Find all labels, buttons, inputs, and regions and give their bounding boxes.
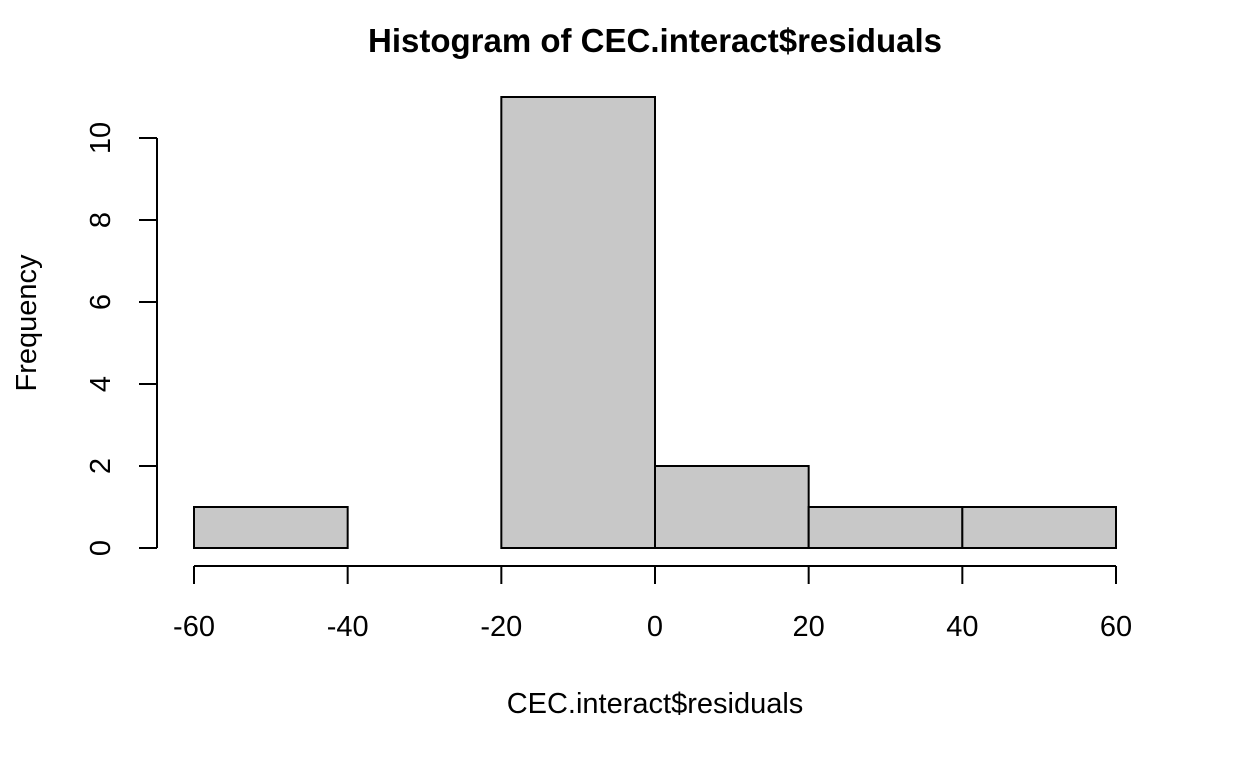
bars-group — [193, 96, 1117, 549]
y-tick-label-0: 0 — [85, 540, 117, 556]
x-axis-label: CEC.interact$residuals — [507, 688, 804, 720]
x-axis: -60 -40 -20 0 20 40 60 — [173, 565, 1132, 643]
x-tick-label-5: 40 — [946, 611, 978, 643]
histogram-bar-2 — [500, 96, 657, 549]
y-axis: 0 2 4 6 8 10 — [85, 122, 158, 556]
y-tick-label-4: 8 — [85, 212, 117, 228]
y-tick-label-3: 6 — [85, 294, 117, 310]
histogram-bar-3 — [654, 465, 810, 549]
x-tick-label-3: 0 — [647, 611, 663, 643]
x-tick-label-0: -60 — [173, 611, 215, 643]
y-axis-label: Frequency — [11, 254, 43, 392]
x-tick-label-6: 60 — [1100, 611, 1132, 643]
chart-title: Histogram of CEC.interact$residuals — [368, 22, 942, 59]
histogram-bar-5 — [961, 506, 1117, 549]
y-tick-label-2: 4 — [85, 376, 117, 392]
x-tick-label-2: -20 — [480, 611, 522, 643]
histogram-bar-4 — [807, 506, 964, 549]
y-tick-label-1: 2 — [85, 458, 117, 474]
x-tick-label-4: 20 — [793, 611, 825, 643]
x-tick-label-1: -40 — [327, 611, 369, 643]
y-tick-label-5: 10 — [85, 122, 117, 154]
histogram-bar-0 — [193, 506, 349, 549]
